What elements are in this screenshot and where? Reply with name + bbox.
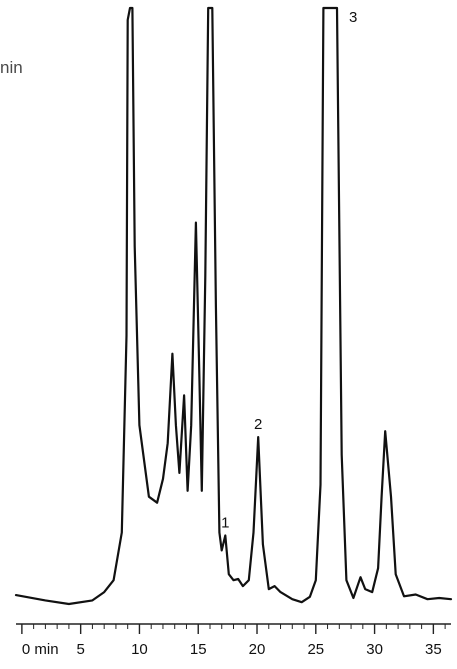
chromatogram-trace-0 bbox=[14, 6, 453, 606]
trace-layer bbox=[14, 6, 453, 606]
x-tick-label: 5 bbox=[76, 641, 84, 658]
peak-label-2: 2 bbox=[254, 416, 262, 433]
peak-label-1: 1 bbox=[221, 514, 229, 531]
x-tick-label: 0 min bbox=[22, 641, 59, 658]
peak-label-3: 3 bbox=[349, 9, 357, 26]
x-tick-label: 25 bbox=[307, 641, 324, 658]
peak-annotations: 1 2 3 bbox=[221, 9, 357, 531]
x-tick-label: 20 bbox=[249, 641, 266, 658]
partial-axis-label: nin bbox=[0, 58, 23, 77]
time-axis: 0 min 5 10 15 20 25 30 35 bbox=[16, 623, 451, 658]
x-tick-label: 15 bbox=[190, 641, 207, 658]
x-tick-label: 35 bbox=[425, 641, 442, 658]
x-tick-label: 10 bbox=[131, 641, 148, 658]
x-tick-label: 30 bbox=[366, 641, 383, 658]
